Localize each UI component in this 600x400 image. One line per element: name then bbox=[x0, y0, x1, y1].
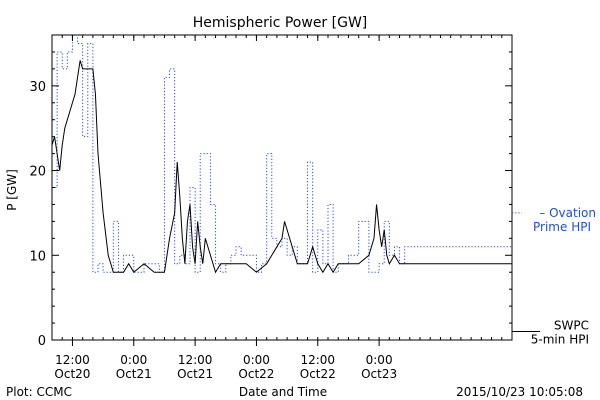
plot-frame bbox=[51, 34, 513, 341]
x-tick-date-label: Oct20 bbox=[54, 367, 90, 381]
plot-credit: Plot: CCMC bbox=[6, 385, 72, 399]
x-tick-date-label: Oct23 bbox=[361, 367, 397, 381]
legend-ovation-label-line2: Prime HPI bbox=[533, 220, 591, 234]
x-tick-time-label: 12:00 bbox=[178, 353, 213, 367]
x-tick-time-label: 0:00 bbox=[366, 353, 393, 367]
y-tick-label: 30 bbox=[29, 80, 46, 95]
x-tick-time-label: 0:00 bbox=[243, 353, 270, 367]
legend-ovation-label-line1: – Ovation bbox=[539, 206, 596, 220]
legend-swpc-label-line2: 5-min HPI bbox=[531, 333, 589, 347]
x-tick-date-label: Oct22 bbox=[300, 367, 336, 381]
y-tick-label: 20 bbox=[29, 165, 46, 180]
x-tick-time-label: 12:00 bbox=[55, 353, 90, 367]
x-tick-date-label: Oct21 bbox=[177, 367, 213, 381]
x-tick-time-label: 0:00 bbox=[120, 353, 147, 367]
series-swpc-line bbox=[51, 60, 512, 274]
legend-swpc-label-line1: SWPC bbox=[554, 319, 589, 333]
chart-title: Hemispheric Power [GW] bbox=[193, 15, 368, 31]
y-axis-label: P [GW] bbox=[5, 169, 19, 211]
y-tick-label: 0 bbox=[38, 334, 46, 349]
y-tick-label: 10 bbox=[29, 249, 46, 264]
plot-timestamp: 2015/10/23 10:05:08 bbox=[456, 385, 583, 399]
x-tick-time-label: 12:00 bbox=[300, 353, 335, 367]
x-tick-date-label: Oct22 bbox=[238, 367, 274, 381]
x-tick-date-label: Oct21 bbox=[116, 367, 152, 381]
x-axis-label: Date and Time bbox=[239, 385, 327, 399]
